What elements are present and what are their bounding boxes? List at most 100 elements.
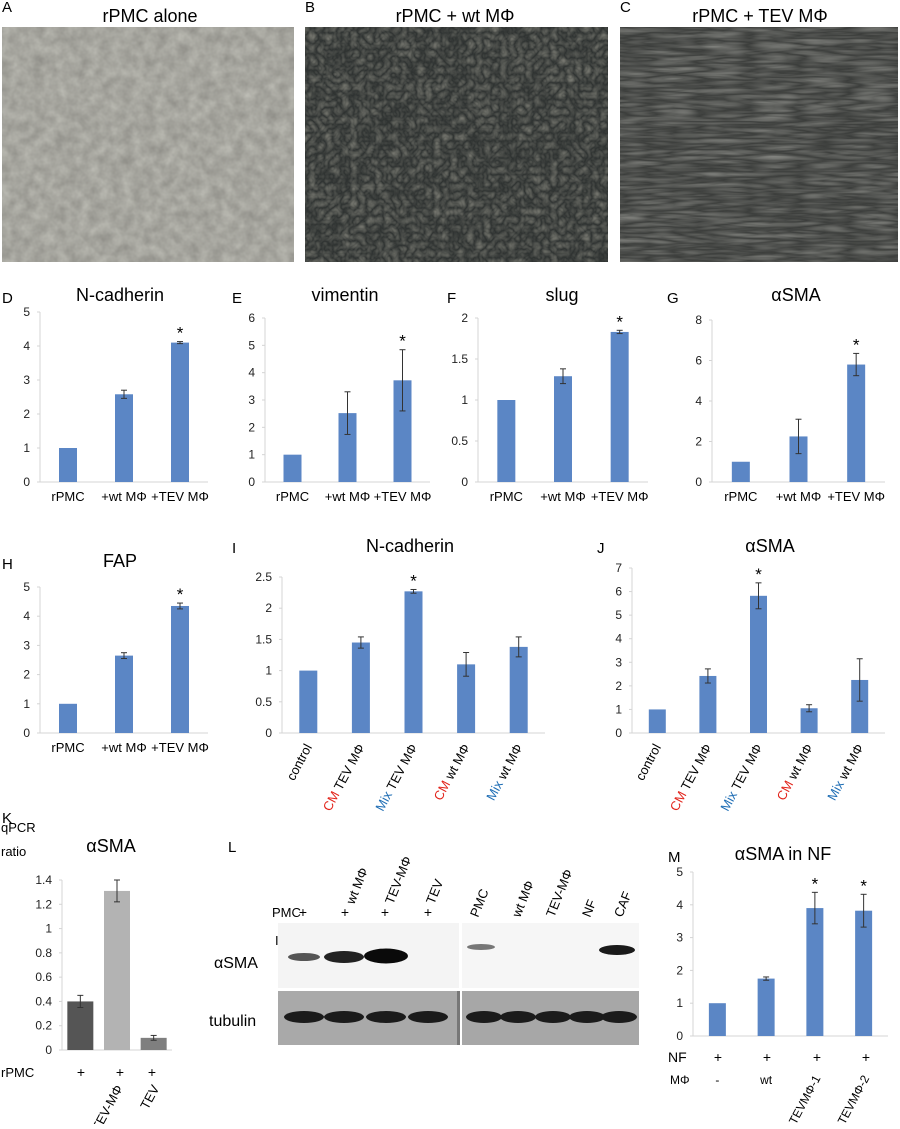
y-tick-label-i-5: 2.5 [255, 570, 272, 584]
bar-f-2 [610, 331, 629, 482]
y-tick-label-g-0: 0 [695, 475, 702, 489]
x-label-h-1: +wt MΦ [101, 740, 146, 755]
band-asma-1 [288, 953, 320, 961]
chart-title-h: FAP [103, 551, 137, 571]
m-mphi-label-3: TEVMΦ-2 [835, 1073, 873, 1124]
panel-letter-k: K [2, 810, 12, 827]
y-tick-label-e-4: 4 [248, 366, 255, 380]
micrograph-panel-c: C rPMC + TEV MΦ [620, 0, 898, 262]
significance-star-m-2: * [812, 874, 819, 893]
bar-d-2 [171, 342, 189, 482]
bar-j-2 [750, 595, 767, 733]
k-plus-1: + [77, 1064, 85, 1080]
y-tick-label-d-1: 1 [23, 441, 30, 455]
micrograph-texture-a [2, 27, 294, 262]
y-tick-label-j-2: 2 [615, 679, 622, 693]
bar-k-2 [140, 1037, 167, 1050]
y-tick-label-d-3: 3 [23, 373, 30, 387]
y-tick-label-h-3: 3 [23, 638, 30, 652]
panel-letter-l: L [228, 839, 236, 856]
chart-title-j: αSMA [745, 536, 794, 556]
western-blot-panel-l: L PMC IB + + + + wt MΦ TEV-MΦ TEV PMC wt… [209, 839, 639, 1045]
blot-lane-r-pmc: PMC [467, 887, 492, 919]
bar-i-1 [351, 642, 370, 733]
y-tick-label-m-5: 5 [676, 865, 683, 879]
micrograph-title-b: rPMC + wt MΦ [396, 6, 515, 26]
x-label-i-1: CM TEV MΦ [320, 741, 368, 813]
m-plus-4: + [862, 1049, 870, 1065]
blot-lane-r-tev: TEV-MΦ [543, 867, 576, 919]
band-asma-3 [364, 948, 408, 964]
blot-lane-wt: wt MΦ [342, 865, 370, 907]
k-ylabel-line2: ratio [1, 844, 26, 859]
band-tub-r1 [466, 1011, 502, 1023]
x-label-g-1: +wt MΦ [776, 489, 821, 504]
y-tick-label-i-4: 2 [265, 601, 272, 615]
y-tick-label-k-0: 0 [45, 1043, 52, 1057]
y-tick-label-f-3: 1.5 [451, 352, 468, 366]
y-tick-label-m-3: 3 [676, 931, 683, 945]
y-tick-label-k-4: 0.8 [35, 946, 52, 960]
m-row-mphi: MΦ [670, 1073, 690, 1087]
band-tub-4 [408, 1011, 448, 1023]
k-plus-2: + [116, 1064, 124, 1080]
y-tick-label-i-1: 0.5 [255, 695, 272, 709]
significance-star-d-2: * [177, 324, 184, 343]
x-label-j-2: Mix TEV MΦ [717, 741, 765, 813]
x-label-i-2: Mix TEV MΦ [372, 741, 420, 813]
band-tub-2 [324, 1011, 364, 1023]
x-label-d-1: +wt MΦ [101, 489, 146, 504]
bar-g-2 [847, 364, 866, 482]
bar-j-1 [699, 675, 717, 733]
band-asma-r1 [467, 944, 495, 950]
k-ylabel-line1: qPCR [1, 820, 36, 835]
blot-plus-4: + [424, 904, 432, 920]
bar-h-2 [171, 605, 189, 733]
y-tick-label-m-4: 4 [676, 898, 683, 912]
panel-m-labels: NF MΦ + + + + [668, 1049, 870, 1087]
significance-star-g-2: * [853, 335, 860, 354]
band-tub-r5 [601, 1011, 637, 1023]
y-tick-label-j-7: 7 [615, 561, 622, 575]
y-tick-label-e-0: 0 [248, 475, 255, 489]
panel-letter-e: E [232, 290, 242, 307]
band-asma-2 [324, 951, 364, 963]
x-label-suffix-i-3: wt MΦ [440, 741, 473, 785]
x-label-suffix-j-1: TEV MΦ [676, 741, 714, 795]
chart-title-f: slug [545, 285, 578, 305]
y-tick-label-h-4: 4 [23, 609, 30, 623]
chart-title-g: αSMA [771, 285, 820, 305]
blot-row-tubulin: tubulin [209, 1013, 256, 1030]
m-mphi-label-2: TEVMΦ-1 [786, 1073, 824, 1124]
y-tick-label-j-6: 6 [615, 585, 622, 599]
chart-title-m: αSMA in NF [735, 844, 831, 864]
y-tick-label-h-5: 5 [23, 580, 30, 594]
blot-plus-2: + [341, 904, 349, 920]
y-tick-label-h-2: 2 [23, 668, 30, 682]
panel-letter-g: G [667, 290, 679, 307]
bar-g-0 [731, 461, 750, 482]
k-row-label: rPMC [1, 1065, 34, 1080]
x-label-prefix-j-0: control [632, 741, 664, 783]
x-label-suffix-i-1: TEV MΦ [329, 741, 367, 795]
chart-title-d: N-cadherin [76, 285, 164, 305]
x-label-f-1: +wt MΦ [540, 489, 585, 504]
x-label-suffix-j-3: wt MΦ [783, 741, 816, 785]
bar-e-1 [338, 413, 357, 482]
bar-h-0 [59, 703, 77, 733]
panel-letter-b: B [305, 0, 315, 16]
blot-lane-r-wt: wt MΦ [508, 878, 536, 920]
chart-title-e: vimentin [311, 285, 378, 305]
blot-asma-right [462, 923, 639, 988]
y-tick-label-h-1: 1 [23, 697, 30, 711]
x-label-f-2: +TEV MΦ [591, 489, 649, 504]
y-tick-label-i-3: 1.5 [255, 632, 272, 646]
bar-i-4 [509, 646, 528, 733]
bar-e-2 [393, 380, 412, 482]
blot-plus-1: + [299, 904, 307, 920]
